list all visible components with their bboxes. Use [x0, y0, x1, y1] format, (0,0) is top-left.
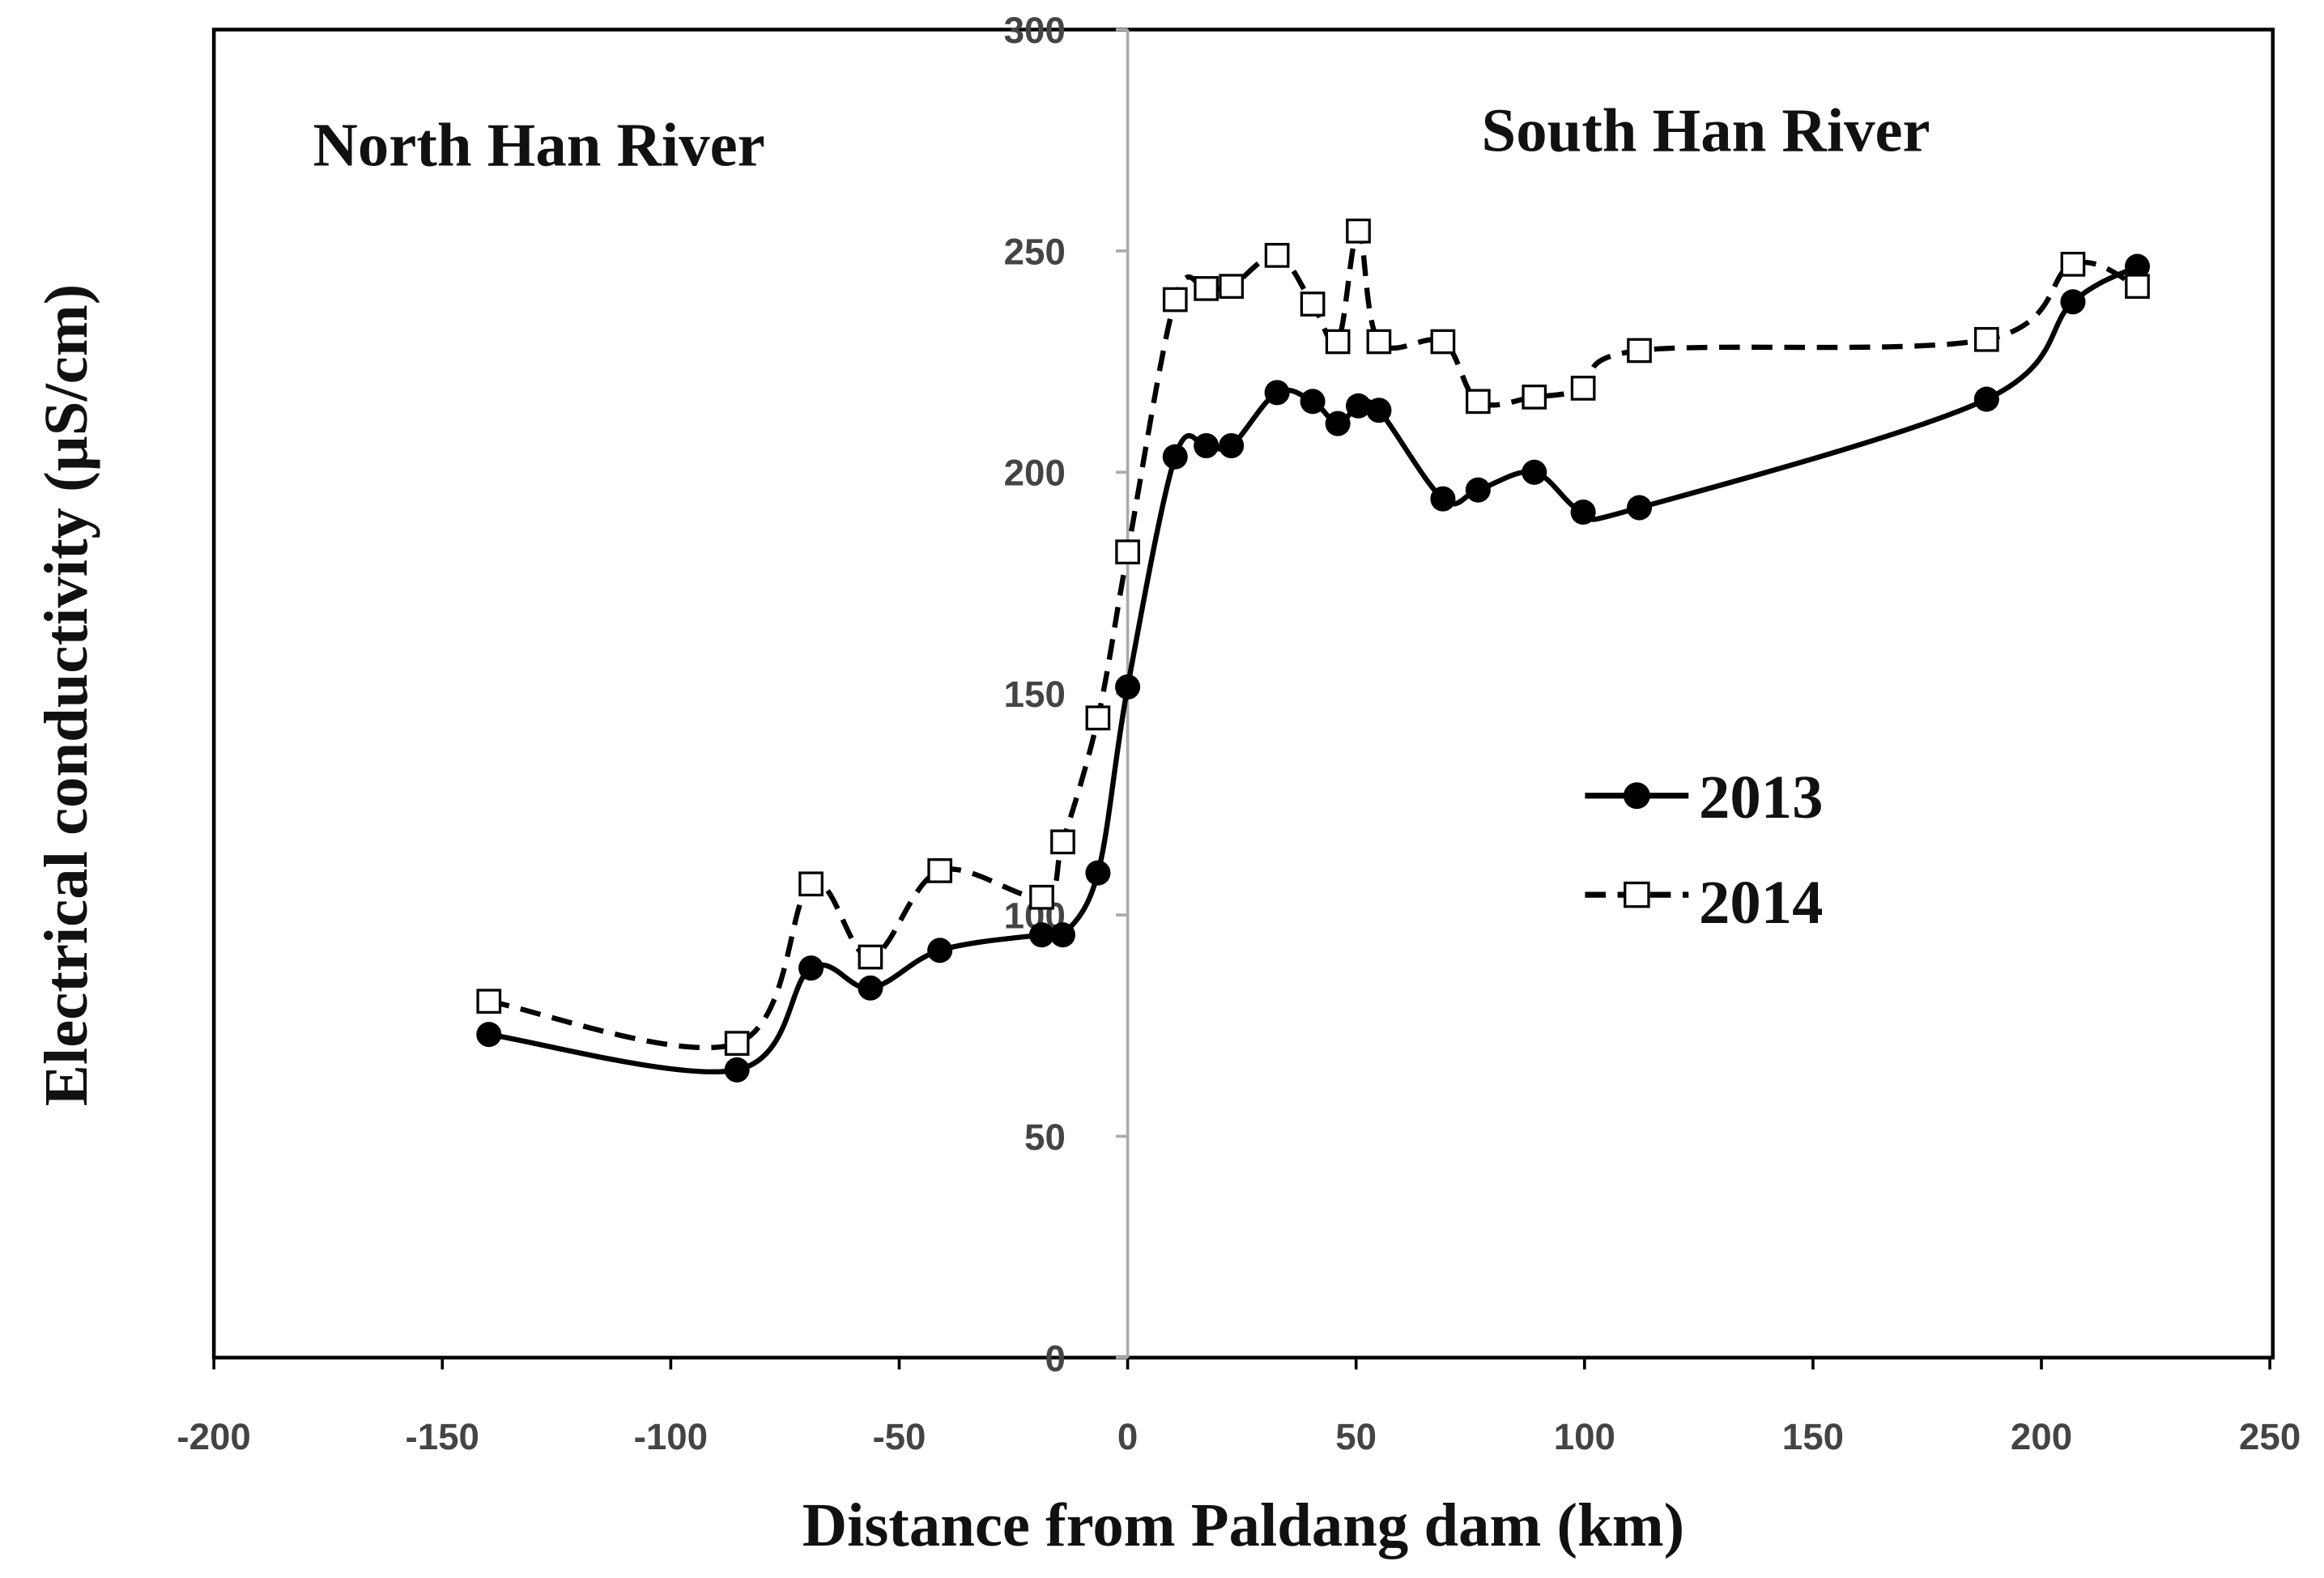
x-axis-label: Distance from Paldang dam (km)	[802, 1491, 1684, 1559]
data-point-2014	[1522, 385, 1547, 410]
y-tick-label: 50	[1024, 1117, 1066, 1158]
data-point-2013	[1366, 398, 1392, 423]
data-point-2013	[1300, 389, 1326, 415]
y-tick-label: 300	[1004, 10, 1066, 51]
data-point-2013	[798, 955, 824, 981]
y-tick-label: 200	[1004, 453, 1066, 494]
data-point-2013	[858, 975, 883, 1001]
data-point-2014	[1219, 274, 1245, 300]
data-point-2014	[1570, 376, 1596, 401]
data-point-2013	[1219, 432, 1245, 459]
series-line-2014	[488, 228, 2139, 1051]
data-point-2014	[1627, 338, 1652, 364]
x-tick-label: -100	[634, 1416, 708, 1457]
y-tick-label: 150	[1004, 674, 1066, 715]
x-tick-label: -50	[872, 1416, 926, 1457]
data-point-2013	[1973, 386, 1999, 412]
data-point-2014	[798, 871, 824, 897]
data-point-2013	[1570, 499, 1596, 525]
data-point-2013	[1430, 486, 1456, 512]
plot-frame	[211, 28, 2275, 1360]
data-point-2014	[1430, 329, 1456, 355]
data-point-2014	[1465, 389, 1491, 415]
y-axis-label: Electrical conductivity (µS/cm)	[32, 284, 100, 1107]
data-point-2013	[1325, 410, 1351, 436]
data-point-2013	[1049, 922, 1075, 948]
data-point-2014	[1194, 276, 1219, 301]
x-tick-label: 250	[2239, 1416, 2301, 1457]
data-point-2013	[1085, 860, 1111, 886]
data-point-2013	[2060, 289, 2086, 315]
x-tick-label: -150	[406, 1416, 479, 1457]
x-tick-label: 100	[1554, 1416, 1615, 1457]
data-point-2014	[1264, 243, 1290, 268]
data-point-2013	[1194, 432, 1219, 459]
y-tick-label: 0	[1045, 1338, 1065, 1379]
y-tick-label: 250	[1004, 231, 1066, 272]
x-tick-label: -200	[177, 1416, 250, 1457]
data-point-2014	[1973, 326, 1999, 352]
data-point-2014	[2060, 251, 2086, 277]
data-point-2014	[1325, 329, 1351, 355]
data-point-2013	[724, 1057, 750, 1082]
series-line-2013	[488, 264, 2139, 1075]
x-tick-label: 50	[1335, 1416, 1377, 1457]
x-tick-label: 0	[1117, 1416, 1138, 1457]
data-point-2013	[1264, 380, 1290, 406]
data-point-2013	[1115, 674, 1141, 700]
annotation-south: South Han River	[1482, 96, 1930, 164]
data-point-2014	[1085, 705, 1111, 731]
x-tick-label: 150	[1782, 1416, 1844, 1457]
data-point-2013	[1465, 477, 1491, 503]
data-point-2014	[1050, 829, 1075, 855]
data-point-2014	[858, 944, 883, 970]
data-point-2014	[927, 858, 953, 883]
data-point-2014	[1029, 884, 1054, 910]
data-point-2013	[1028, 922, 1055, 948]
data-point-2014	[724, 1031, 750, 1056]
data-point-2014	[1346, 218, 1371, 244]
data-point-2014	[476, 989, 502, 1014]
legend-marker-2013	[1623, 782, 1650, 810]
legend: 2013 2014	[1585, 763, 1823, 937]
legend-label-2014: 2014	[1699, 868, 1823, 937]
data-point-2014	[1300, 291, 1326, 317]
data-point-2013	[1522, 459, 1547, 485]
legend-marker-2014	[1624, 881, 1650, 908]
data-point-2013	[1626, 495, 1653, 521]
legend-label-2013: 2013	[1699, 763, 1823, 832]
data-point-2014	[1366, 329, 1392, 355]
data-point-2013	[927, 938, 953, 963]
data-point-2014	[1115, 539, 1140, 565]
data-point-2013	[1345, 393, 1372, 419]
data-point-2013	[1162, 444, 1188, 470]
data-point-2014	[1162, 287, 1188, 313]
data-point-2013	[2124, 253, 2151, 279]
annotation-north: North Han River	[313, 111, 765, 180]
x-tick-label: 200	[2011, 1416, 2072, 1457]
data-point-2013	[476, 1022, 502, 1048]
data-point-2014	[2125, 274, 2150, 300]
